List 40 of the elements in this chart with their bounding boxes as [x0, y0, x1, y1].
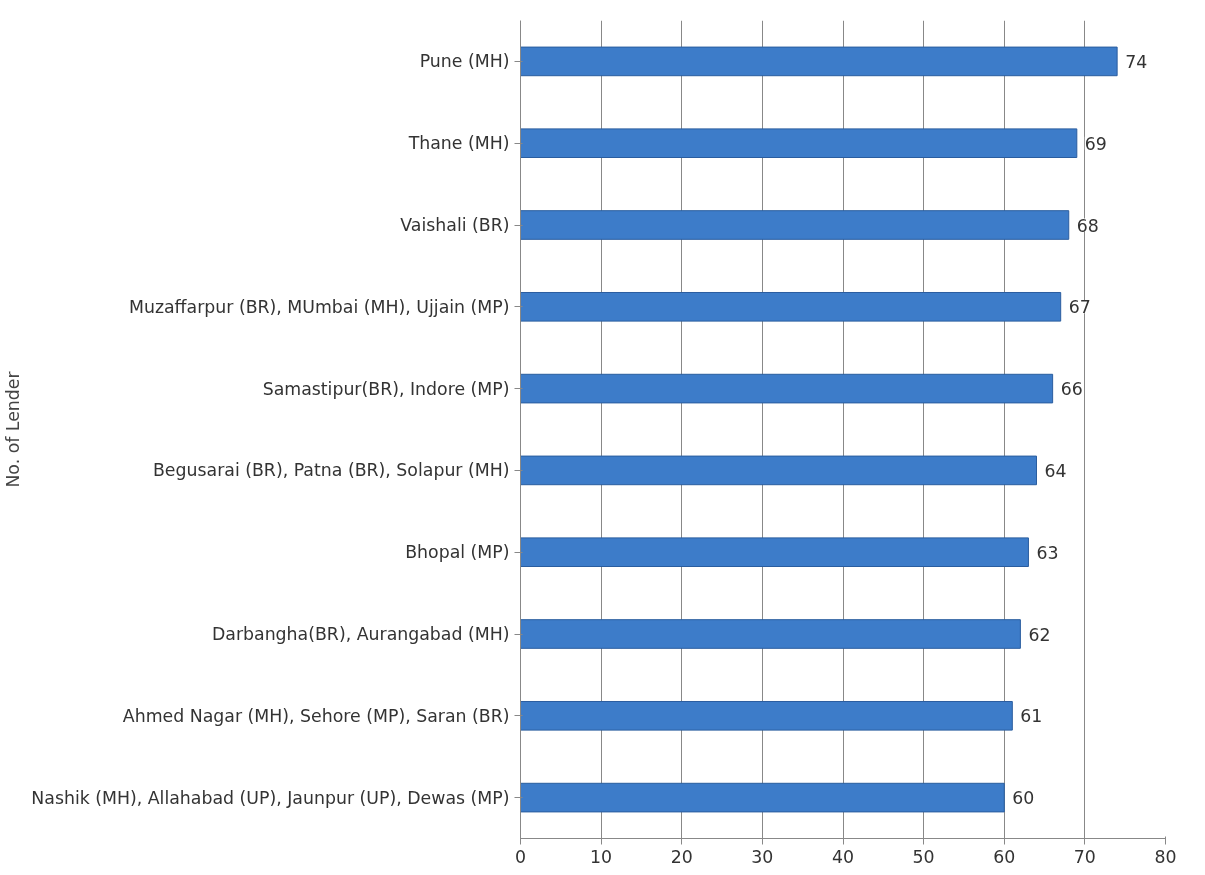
y-tick-label: Darbangha(BR), Aurangabad (MH)	[211, 624, 510, 644]
data-label: 74	[1125, 51, 1148, 72]
data-label: 66	[1060, 379, 1083, 400]
data-label: 69	[1084, 133, 1107, 154]
data-label: 60	[1012, 788, 1035, 809]
x-tick-label: 30	[751, 846, 774, 867]
x-tick-label: 20	[670, 846, 693, 867]
y-tick-label: Samastipur(BR), Indore (MP)	[262, 378, 510, 399]
x-tick-label: 0	[514, 846, 527, 867]
y-tick-label: Vaishali (BR)	[400, 215, 510, 235]
bar	[520, 128, 1078, 159]
data-label: 63	[1036, 542, 1059, 563]
bar	[520, 373, 1054, 404]
y-tick-label: Begusarai (BR), Patna (BR), Solapur (MH)	[152, 460, 510, 481]
x-tick-label: 10	[590, 846, 613, 867]
y-tick-label: Ahmed Nagar (MH), Sehore (MP), Saran (BR)	[122, 705, 510, 726]
y-tick-label: Bhopal (MP)	[405, 542, 510, 563]
y-tick-label: Thane (MH)	[407, 133, 510, 154]
bar	[520, 455, 1037, 486]
bar	[520, 537, 1029, 568]
bar	[520, 700, 1013, 731]
y-tick-label: Nashik (MH), Allahabad (UP), Jaunpur (UP), Dewas (MP)	[31, 787, 510, 808]
y-tick-label: Pune (MH)	[419, 51, 510, 72]
x-tick-label: 60	[993, 846, 1016, 867]
data-label: 68	[1076, 215, 1099, 236]
y-axis-title: No. of Lender	[3, 370, 24, 488]
x-tick-label: 40	[831, 846, 855, 867]
x-tick-label: 50	[912, 846, 935, 867]
bar	[520, 46, 1118, 77]
data-label: 67	[1068, 297, 1091, 318]
bar	[520, 210, 1070, 240]
data-label: 64	[1044, 460, 1067, 481]
y-tick-label: Muzaffarpur (BR), MUmbai (MH), Ujjain (MP)	[128, 296, 510, 317]
bar	[520, 782, 1005, 813]
bar	[520, 291, 1062, 322]
x-tick-label: 70	[1073, 846, 1096, 867]
data-label: 61	[1020, 706, 1043, 727]
x-tick-label: 80	[1154, 846, 1177, 867]
bar	[520, 619, 1021, 649]
data-label: 62	[1028, 624, 1051, 645]
